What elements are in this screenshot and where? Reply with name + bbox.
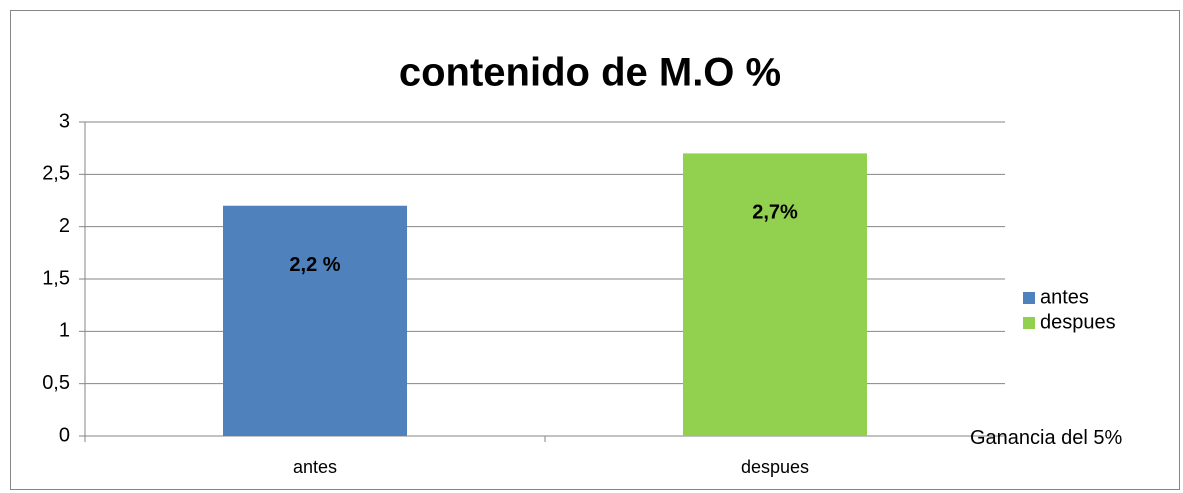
chart-title: contenido de M.O %	[399, 51, 781, 95]
y-tick-label: 2	[59, 215, 70, 237]
bar	[223, 205, 407, 436]
bar	[683, 153, 867, 436]
y-tick-label: 1	[59, 320, 70, 342]
y-tick-label: 1,5	[42, 267, 70, 289]
legend-swatch	[1023, 317, 1035, 329]
legend-label: antes	[1040, 286, 1089, 308]
legend-label: despues	[1040, 311, 1116, 333]
x-tick-label: despues	[741, 457, 809, 477]
x-tick-label: antes	[293, 457, 337, 477]
y-tick-label: 2,5	[42, 163, 70, 185]
data-label: 2,7%	[752, 202, 798, 224]
legend-swatch	[1023, 292, 1035, 304]
chart-border	[10, 10, 1180, 490]
annotation: Ganancia del 5%	[970, 427, 1123, 449]
y-tick-label: 3	[59, 110, 70, 132]
y-tick-label: 0	[59, 424, 70, 446]
y-tick-label: 0,5	[42, 372, 70, 394]
data-label: 2,2 %	[289, 254, 340, 276]
